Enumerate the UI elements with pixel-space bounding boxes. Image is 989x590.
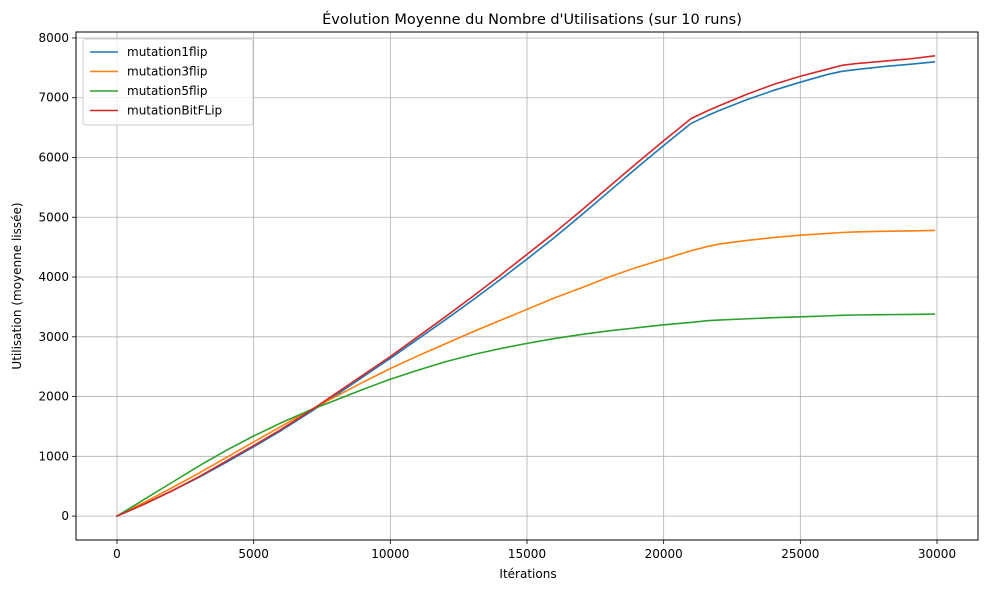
y-tick-label: 0 [61, 509, 69, 523]
x-tick-label: 0 [113, 547, 121, 561]
legend-label: mutation3flip [127, 65, 207, 79]
tick-layer: 0 5000 10000 15000 20000 25000 30000 0 1000 2000 3… [38, 31, 956, 561]
x-tick-label: 25000 [781, 547, 819, 561]
series-line-mutation3flip [115, 229, 936, 518]
x-tick-label: 10000 [371, 547, 409, 561]
y-tick-label: 4000 [38, 270, 69, 284]
y-tick-label: 1000 [38, 449, 69, 463]
series-line-mutationBitFLip [115, 55, 936, 518]
legend: mutation1flip mutation3flip mutation5flip m… [82, 38, 254, 126]
x-axis-title: Itérations [499, 567, 556, 581]
series-layer [115, 55, 936, 518]
y-tick-label: 2000 [38, 390, 69, 404]
y-tick-label: 8000 [38, 31, 69, 45]
grid-layer [76, 32, 978, 540]
legend-label: mutation1flip [127, 45, 207, 59]
x-tick-label: 20000 [645, 547, 683, 561]
y-tick-label: 7000 [38, 91, 69, 105]
y-axis-title: Utilisation (moyenne lissée) [10, 202, 24, 369]
legend-label: mutationBitFLip [127, 104, 222, 118]
x-tick-label: 30000 [918, 547, 956, 561]
chart-title: Évolution Moyenne du Nombre d'Utilisatio… [322, 11, 742, 28]
y-tick-label: 3000 [38, 330, 69, 344]
x-tick-label: 5000 [238, 547, 269, 561]
x-tick-label: 15000 [508, 547, 546, 561]
legend-label: mutation5flip [127, 84, 207, 98]
y-tick-label: 5000 [38, 210, 69, 224]
legend-box [82, 38, 254, 126]
y-tick-label: 6000 [38, 151, 69, 165]
series-line-mutation5flip [115, 313, 936, 518]
series-line-mutation1flip [115, 61, 936, 518]
